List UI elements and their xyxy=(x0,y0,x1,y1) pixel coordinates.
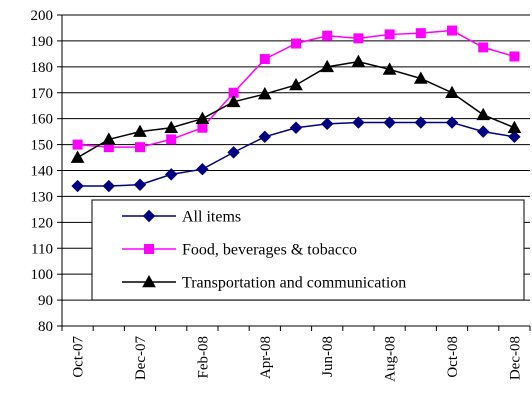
legend-label: Food, beverages & tobacco xyxy=(182,242,357,259)
y-tick-label: 140 xyxy=(31,164,54,180)
x-tick-label: Oct-08 xyxy=(445,336,461,378)
y-tick-label: 180 xyxy=(31,60,54,76)
data-point xyxy=(384,29,395,40)
data-point xyxy=(70,150,85,163)
y-tick-label: 80 xyxy=(38,319,53,335)
data-point xyxy=(72,139,83,150)
data-point xyxy=(413,71,428,84)
data-point xyxy=(445,116,459,129)
data-point xyxy=(133,178,147,191)
data-point xyxy=(382,62,397,75)
x-tick-label: Apr-08 xyxy=(258,336,274,379)
y-tick-label: 110 xyxy=(31,241,53,257)
data-point xyxy=(509,51,520,62)
data-point xyxy=(227,146,240,159)
legend-entry-0: All items xyxy=(122,209,241,226)
data-point xyxy=(289,77,303,91)
x-tick-label: Jun-08 xyxy=(320,336,336,377)
data-point xyxy=(101,132,116,145)
x-tick-label: Aug-08 xyxy=(383,336,399,382)
legend: All items Food, beverages & tobacco Transp… xyxy=(91,199,525,301)
data-point xyxy=(320,59,335,73)
y-tick-label: 130 xyxy=(31,189,54,205)
y-tick-label: 120 xyxy=(31,215,54,231)
x-tick-label: Dec-08 xyxy=(507,336,523,380)
y-tick-label: 150 xyxy=(31,138,54,154)
data-point xyxy=(197,122,208,133)
legend-label: All items xyxy=(182,209,241,226)
data-point xyxy=(445,85,459,99)
data-point xyxy=(135,142,145,153)
data-point xyxy=(166,134,177,145)
series-2 xyxy=(70,54,522,163)
y-tick-label: 160 xyxy=(31,112,54,128)
y-tick-label: 170 xyxy=(31,86,54,102)
y-tick-label: 90 xyxy=(38,293,53,309)
data-point xyxy=(71,179,84,193)
y-tick-labels: 80 90 100 110 120 130 140 150 160 170 180 190 200 xyxy=(31,8,54,335)
data-point xyxy=(291,38,301,49)
data-point xyxy=(447,25,457,36)
data-point xyxy=(383,116,396,129)
x-tick-labels: Oct-07 Dec-07 Feb-08 Apr-08 Jun-08 Aug-08 Oct-… xyxy=(71,336,524,382)
data-point xyxy=(353,33,364,44)
legend-entry-2: Transportation and communication xyxy=(122,275,406,292)
x-tick-label: Dec-07 xyxy=(133,336,149,381)
y-tick-label: 100 xyxy=(31,267,54,283)
legend-label: Transportation and communication xyxy=(182,275,406,292)
y-tick-label: 190 xyxy=(31,34,54,50)
series xyxy=(70,25,522,193)
y-tick-label: 200 xyxy=(31,8,54,24)
data-point xyxy=(478,42,489,53)
data-point xyxy=(258,130,272,144)
series-1 xyxy=(72,25,520,153)
axes xyxy=(61,15,531,331)
data-point xyxy=(320,117,334,131)
data-point xyxy=(476,125,490,138)
data-point xyxy=(414,116,428,129)
data-point xyxy=(164,120,179,134)
legend-marker xyxy=(144,244,154,254)
data-point xyxy=(322,30,333,41)
series-0 xyxy=(71,116,521,193)
data-point xyxy=(196,162,209,176)
data-point xyxy=(476,107,491,121)
data-point xyxy=(415,28,426,39)
data-point xyxy=(289,121,303,134)
x-tick-label: Feb-08 xyxy=(195,336,211,379)
legend-entry-1: Food, beverages & tobacco xyxy=(122,242,357,259)
data-point xyxy=(257,87,272,100)
data-point xyxy=(507,120,522,134)
data-point xyxy=(508,130,521,144)
data-point xyxy=(133,124,147,137)
data-point xyxy=(351,54,366,67)
legend-marker xyxy=(142,274,156,288)
data-point xyxy=(352,116,365,129)
data-point xyxy=(226,94,241,108)
data-point xyxy=(195,111,210,124)
legend-marker xyxy=(142,209,156,223)
data-point xyxy=(102,179,116,193)
data-point xyxy=(259,54,270,65)
data-point xyxy=(164,168,178,181)
x-tick-label: Oct-07 xyxy=(71,336,87,378)
